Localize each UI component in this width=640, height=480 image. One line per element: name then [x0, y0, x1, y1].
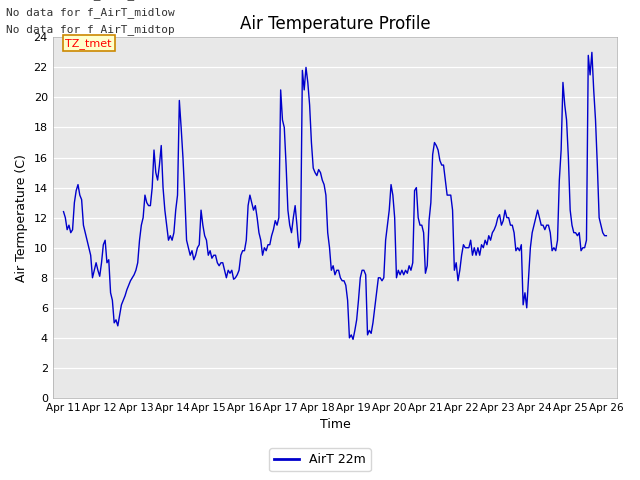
Text: No data for f_AirT_midtop: No data for f_AirT_midtop — [6, 24, 175, 36]
Text: No data for f_AirT_midlow: No data for f_AirT_midlow — [6, 7, 175, 18]
Y-axis label: Air Termperature (C): Air Termperature (C) — [15, 154, 28, 282]
Title: Air Temperature Profile: Air Temperature Profile — [239, 15, 430, 33]
Legend: AirT 22m: AirT 22m — [269, 448, 371, 471]
Text: TZ_tmet: TZ_tmet — [65, 38, 112, 48]
X-axis label: Time: Time — [319, 419, 350, 432]
